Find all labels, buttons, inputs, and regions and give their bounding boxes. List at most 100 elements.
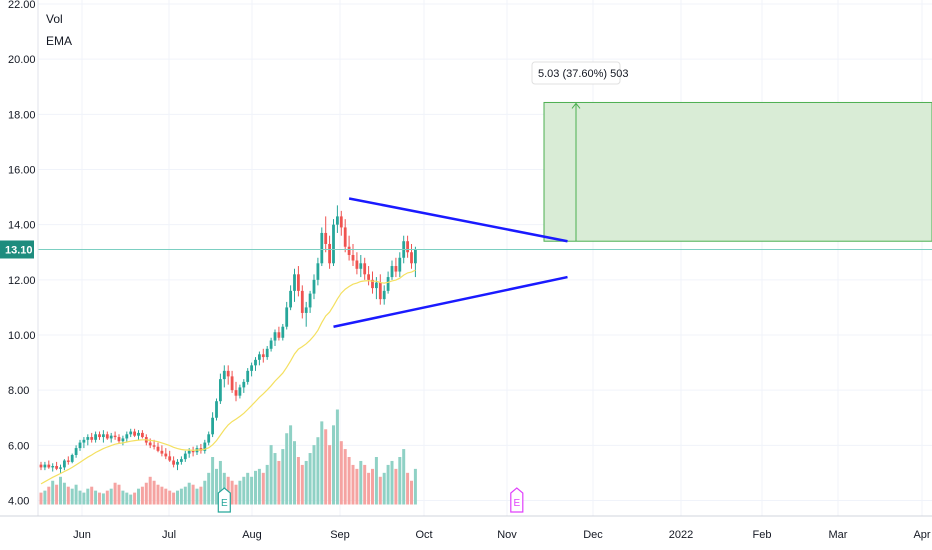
volume-bar (398, 457, 402, 505)
candle-body (367, 274, 370, 280)
candle-body (382, 290, 386, 300)
volume-bar (285, 433, 289, 505)
volume-bar (203, 480, 207, 505)
volume-bar (62, 482, 66, 505)
volume-bar (257, 468, 261, 505)
target-projection-box[interactable] (543, 101, 932, 242)
volume-bar (59, 476, 62, 505)
volume-bar (39, 492, 43, 505)
candle-body (78, 442, 82, 449)
volume-bar (117, 484, 121, 505)
candle-body (300, 290, 304, 313)
volume-bar (144, 482, 148, 505)
earnings-marker[interactable]: E (217, 487, 231, 513)
x-tick-label: Feb (753, 529, 772, 541)
volume-bar (234, 484, 238, 505)
candle-body (183, 453, 187, 460)
volume-bar (261, 472, 265, 505)
candle-body (148, 442, 152, 446)
volume-bar (195, 488, 199, 505)
volume-bar (273, 453, 277, 505)
x-tick-label: Jun (73, 529, 91, 541)
volume-bar (125, 492, 129, 505)
volume-bar (160, 486, 164, 505)
candle-body (105, 434, 109, 439)
volume-bar (164, 488, 168, 505)
candle-body (328, 243, 331, 264)
volume-bar (51, 480, 55, 505)
candle-body (363, 263, 367, 275)
volume-bar (367, 472, 371, 505)
candle-body (386, 277, 390, 291)
candle-body (289, 290, 292, 308)
volume-bar (47, 486, 51, 505)
candle-body (273, 332, 277, 341)
symmetrical-triangle[interactable] (333, 197, 568, 328)
earnings-marker[interactable]: E (510, 487, 524, 513)
candle-body (332, 224, 335, 264)
target-projection-label-bg (531, 61, 621, 85)
x-tick-label: Nov (497, 529, 517, 541)
volume-bar (86, 488, 90, 505)
y-tick-label: 16.00 (8, 165, 36, 177)
volume-bar (382, 472, 386, 505)
candle-body (66, 460, 70, 462)
volume-bar (355, 468, 359, 505)
volume-bar (230, 480, 234, 505)
volume-bar (215, 468, 218, 505)
candle-body (113, 435, 117, 438)
candle-body (359, 263, 363, 269)
volume-bar (300, 464, 304, 505)
candle-body (207, 434, 211, 443)
candle-body (90, 437, 94, 440)
candle-body (63, 460, 66, 468)
y-tick-label: 8.00 (8, 385, 29, 397)
volume-bar (308, 453, 312, 505)
volume-bar (238, 480, 242, 505)
current-price-tag: 13.10 (0, 240, 34, 259)
ema-line (40, 269, 416, 485)
volume-bar (277, 460, 281, 505)
legend-ema: EMA (46, 34, 72, 48)
volume-bar (363, 464, 367, 505)
candle-body (98, 434, 101, 438)
candle-body (355, 260, 359, 269)
volume-bar (351, 464, 355, 505)
volume-bar (172, 492, 176, 505)
candle-body (215, 401, 218, 418)
volume-bar (55, 484, 59, 505)
candle-body (203, 442, 207, 451)
y-tick-label: 18.00 (8, 109, 36, 121)
volume-bar (168, 490, 172, 505)
volume-bar (359, 460, 363, 505)
candle-body (121, 438, 125, 442)
candle-body (94, 434, 97, 440)
candle-body (43, 464, 47, 468)
candle-body (316, 263, 320, 280)
candle-body (164, 453, 168, 457)
candle-body (277, 332, 281, 338)
candle-body (59, 467, 62, 469)
x-axis: Jun Jul Aug Sep Oct Nov Dec 2022 Feb Mar Apr (73, 529, 931, 541)
candle-body (410, 252, 413, 264)
candle-body (406, 241, 409, 253)
y-tick-label: 22.00 (8, 0, 36, 11)
volume-bar (390, 460, 394, 505)
volume-bar (156, 484, 160, 505)
candle-body (39, 464, 43, 468)
candle-body (351, 255, 355, 261)
candle-body (180, 459, 183, 462)
volume-bar (335, 409, 339, 505)
volume-bar (121, 490, 125, 505)
volume-bar (140, 486, 144, 505)
candle-body (152, 445, 156, 447)
triangle-lower-trendline[interactable] (333, 275, 568, 328)
volume-bar (179, 488, 183, 505)
target-projection[interactable]: 5.03 (37.60%) 503 (531, 61, 932, 242)
triangle-upper-trendline[interactable] (348, 197, 568, 243)
volume-bar (374, 457, 378, 505)
volume-bar (98, 492, 101, 505)
volume-bar (74, 484, 78, 505)
